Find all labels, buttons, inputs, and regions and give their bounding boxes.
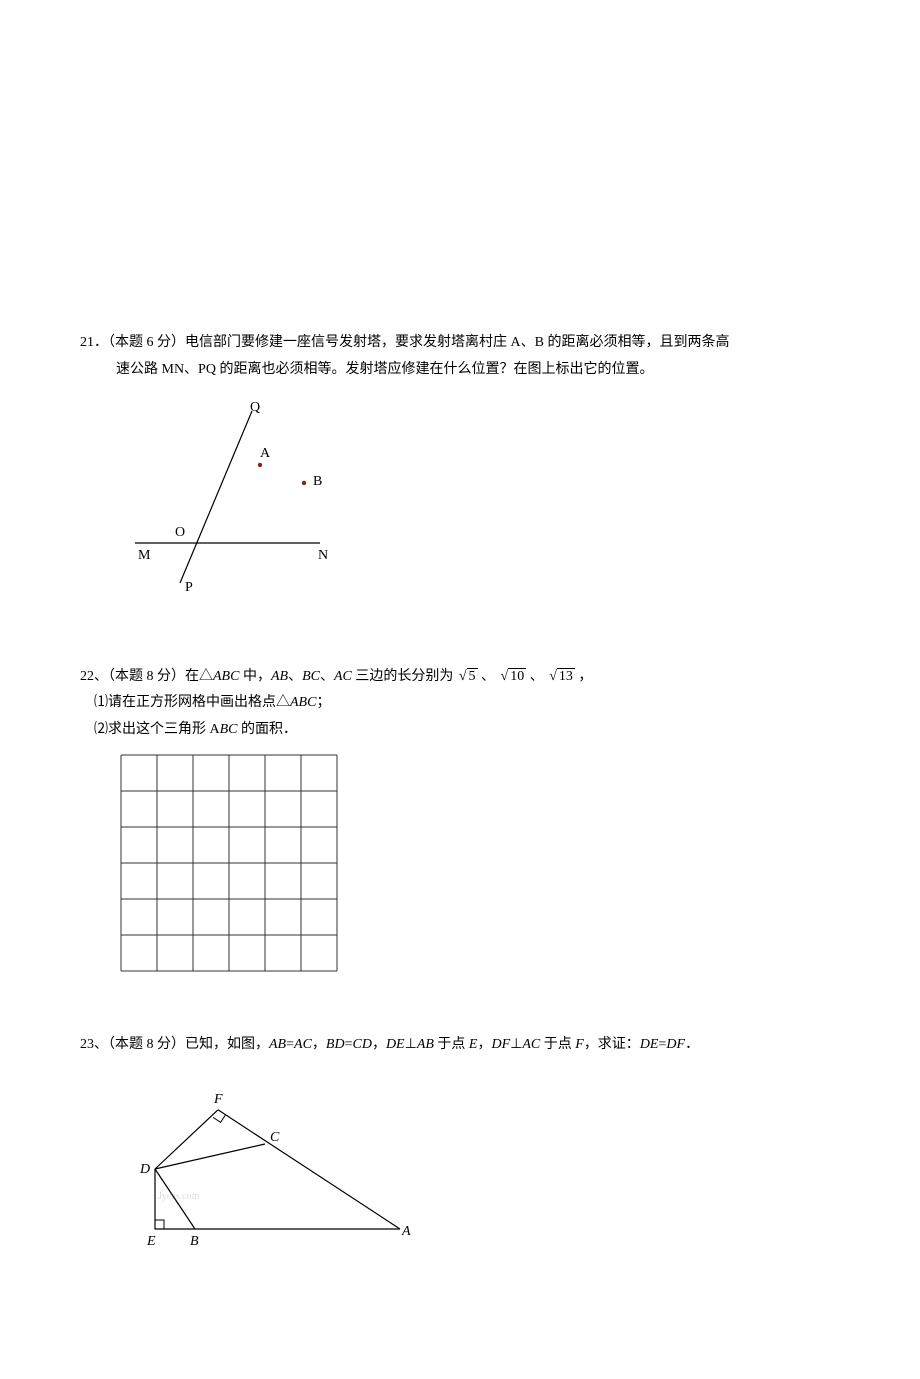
- point-A-dot: [258, 463, 262, 467]
- p22-ab: AB: [271, 669, 288, 684]
- point-B-dot: [302, 481, 306, 485]
- p23-c2: ，: [372, 1037, 386, 1052]
- label-A: A: [260, 446, 271, 461]
- p23-perp2: ⊥: [510, 1037, 522, 1052]
- p22-grid-svg: [120, 754, 338, 972]
- p22-sep2: 、: [320, 669, 334, 684]
- seg-AF: [218, 1110, 400, 1229]
- label-B: B: [190, 1234, 199, 1249]
- p23-bd: BD: [326, 1037, 345, 1052]
- p21-svg: Q A B O M N P: [120, 393, 380, 603]
- p22-grid: [120, 754, 840, 983]
- p23-c1: ，: [312, 1037, 326, 1052]
- p22-prefix: 在△: [185, 669, 213, 684]
- p21-line1: 电信部门要修建一座信号发射塔，要求发射塔离村庄 A、B 的距离必须相等，且到两条…: [185, 335, 729, 350]
- p23-df2: DF: [666, 1037, 685, 1052]
- p23-points: （本题 8 分）: [108, 1037, 185, 1052]
- label-C: C: [270, 1130, 280, 1145]
- p22-tail: ，: [578, 669, 592, 684]
- label-O: O: [175, 525, 185, 540]
- p23-figure: Jyeas.com F C D: [120, 1089, 840, 1270]
- sqrt5: √5: [457, 664, 478, 691]
- p22-sides-text: 三边的长分别为: [352, 669, 454, 684]
- p22-bc: BC: [302, 669, 320, 684]
- p22-points: （本题 8 分）: [108, 669, 185, 684]
- p22-number: 22、: [80, 669, 108, 684]
- p23-df: DF: [491, 1037, 510, 1052]
- p23-labels: F C D E B A: [139, 1092, 411, 1249]
- p22-sub1: ⑴请在正方形网格中画出格点△ABC；: [80, 690, 840, 717]
- p23-t0: 已知，如图，: [185, 1037, 269, 1052]
- p23-ab2: AB: [417, 1037, 434, 1052]
- sq-E: [155, 1220, 164, 1229]
- p23-ac: AC: [294, 1037, 312, 1052]
- p22-sub2: ⑵求出这个三角形 ABC 的面积．: [80, 717, 840, 744]
- p22-sub2-prefix: ⑵求出这个三角形 A: [94, 722, 220, 737]
- seg-FD: [155, 1110, 218, 1169]
- p23-t1: 于点: [434, 1037, 469, 1052]
- label-A: A: [401, 1224, 411, 1239]
- problem-22: 22、（本题 8 分）在△ABC 中，AB、BC、AC 三边的长分别为 √5 、…: [80, 664, 840, 982]
- problem-22-text: 22、（本题 8 分）在△ABC 中，AB、BC、AC 三边的长分别为 √5 、…: [80, 664, 840, 691]
- problem-23: 23、（本题 8 分）已知，如图，AB=AC，BD=CD，DE⊥AB 于点 E，…: [80, 1032, 840, 1269]
- p22-sub1-abc: ABC: [290, 695, 316, 710]
- label-D: D: [139, 1162, 150, 1177]
- p23-ab: AB: [269, 1037, 286, 1052]
- sqrt10: √10: [499, 664, 527, 691]
- p23-perp1: ⊥: [405, 1037, 417, 1052]
- label-Q: Q: [250, 400, 260, 415]
- p21-number: 21．: [80, 335, 108, 350]
- line-PQ: [180, 411, 252, 583]
- p23-c4: ，求证：: [584, 1037, 640, 1052]
- p22-sub1-prefix: ⑴请在正方形网格中画出格点△: [94, 695, 290, 710]
- p21-line2: 速公路 MN、PQ 的距离也必须相等。发射塔应修建在什么位置？在图上标出它的位置…: [116, 362, 653, 377]
- sq-F: [213, 1115, 226, 1123]
- p22-ac: AC: [334, 669, 352, 684]
- p23-lines: [155, 1110, 400, 1229]
- p23-f: F: [575, 1037, 584, 1052]
- label-F: F: [213, 1092, 223, 1107]
- p21-figure: Q A B O M N P: [120, 393, 840, 614]
- seg-DC: [155, 1144, 265, 1169]
- label-M: M: [138, 548, 151, 563]
- p23-cd: CD: [352, 1037, 371, 1052]
- p23-period: ．: [685, 1037, 699, 1052]
- p22-mid: 中，: [239, 669, 271, 684]
- problem-21-text: 21．（本题 6 分）电信部门要修建一座信号发射塔，要求发射塔离村庄 A、B 的…: [80, 330, 840, 357]
- problem-23-text: 23、（本题 8 分）已知，如图，AB=AC，BD=CD，DE⊥AB 于点 E，…: [80, 1032, 840, 1059]
- p21-line2-wrap: 速公路 MN、PQ 的距离也必须相等。发射塔应修建在什么位置？在图上标出它的位置…: [80, 357, 840, 384]
- right-angle-marks: [155, 1115, 226, 1229]
- label-E: E: [146, 1234, 156, 1249]
- p22-sub1-tail: ；: [316, 695, 330, 710]
- p22-abc: ABC: [213, 669, 239, 684]
- p21-points: （本题 6 分）: [108, 335, 185, 350]
- label-N: N: [318, 548, 328, 563]
- p22-sub2-bc: BC: [220, 722, 238, 737]
- p22-sub2-tail: 的面积．: [238, 722, 298, 737]
- p22-sep4: 、: [530, 669, 544, 684]
- p22-sep1: 、: [288, 669, 302, 684]
- label-P: P: [185, 580, 193, 595]
- p23-eq1: =: [286, 1037, 294, 1052]
- p23-number: 23、: [80, 1037, 108, 1052]
- watermark: Jyeas.com: [158, 1191, 200, 1202]
- problem-21: 21．（本题 6 分）电信部门要修建一座信号发射塔，要求发射塔离村庄 A、B 的…: [80, 330, 840, 614]
- p23-ac2: AC: [522, 1037, 540, 1052]
- p23-de: DE: [386, 1037, 405, 1052]
- p22-sep3: 、: [481, 669, 495, 684]
- label-B: B: [313, 474, 322, 489]
- p23-svg: Jyeas.com F C D: [120, 1089, 420, 1259]
- p23-c3: ，: [477, 1037, 491, 1052]
- p23-t2: 于点: [540, 1037, 575, 1052]
- p23-de2: DE: [640, 1037, 659, 1052]
- sqrt13: √13: [547, 664, 575, 691]
